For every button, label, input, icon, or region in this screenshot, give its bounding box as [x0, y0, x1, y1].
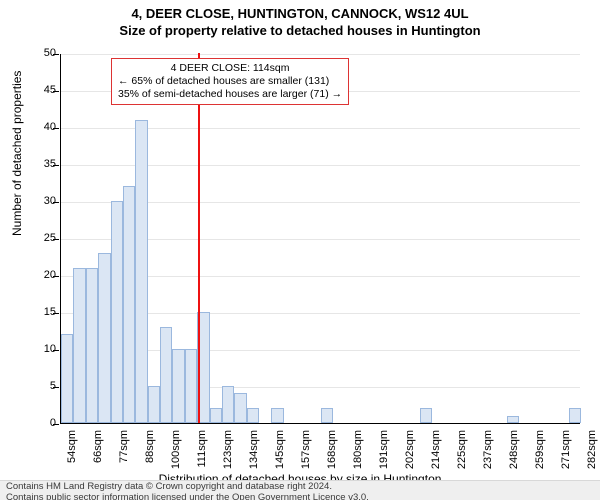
marker-line	[198, 53, 200, 423]
histogram-bar	[234, 393, 246, 423]
x-tick-label: 157sqm	[300, 430, 312, 470]
x-tick-label: 134sqm	[248, 430, 260, 470]
y-tick-label: 10	[36, 343, 56, 355]
y-tick-label: 45	[36, 84, 56, 96]
chart-root: 4, DEER CLOSE, HUNTINGTON, CANNOCK, WS12…	[0, 6, 600, 500]
x-tick-label: 180sqm	[352, 430, 364, 470]
y-tick-label: 25	[36, 232, 56, 244]
histogram-bar	[222, 386, 234, 423]
histogram-bar	[160, 327, 172, 423]
chart-subtitle: Size of property relative to detached ho…	[0, 23, 600, 38]
x-tick-label: 145sqm	[274, 430, 286, 470]
footer: Contains HM Land Registry data © Crown c…	[0, 480, 600, 500]
footer-line-2: Contains public sector information licen…	[6, 493, 594, 500]
x-tick-label: 248sqm	[508, 430, 520, 470]
histogram-bar	[569, 408, 581, 423]
x-tick-label: 168sqm	[326, 430, 338, 470]
histogram-bar	[98, 253, 110, 423]
x-tick-label: 282sqm	[586, 430, 598, 470]
x-tick-label: 237sqm	[482, 430, 494, 470]
x-tick-label: 123sqm	[222, 430, 234, 470]
y-tick-label: 0	[36, 417, 56, 429]
histogram-bar	[135, 120, 147, 423]
x-tick-label: 259sqm	[534, 430, 546, 470]
y-tick-label: 5	[36, 380, 56, 392]
histogram-bar	[86, 268, 98, 423]
annotation-box: 4 DEER CLOSE: 114sqm ← 65% of detached h…	[111, 58, 349, 105]
annotation-line-2: ← 65% of detached houses are smaller (13…	[118, 75, 342, 88]
y-tick-label: 30	[36, 195, 56, 207]
histogram-bar	[185, 349, 197, 423]
plot-area: 4 DEER CLOSE: 114sqm ← 65% of detached h…	[60, 54, 580, 424]
histogram-bar	[321, 408, 333, 423]
chart-title: 4, DEER CLOSE, HUNTINGTON, CANNOCK, WS12…	[0, 6, 600, 21]
x-tick-label: 77sqm	[118, 430, 130, 470]
y-tick-label: 40	[36, 121, 56, 133]
histogram-bar	[73, 268, 85, 423]
x-tick-label: 100sqm	[170, 430, 182, 470]
histogram-bar	[123, 186, 135, 423]
x-tick-label: 271sqm	[560, 430, 572, 470]
y-tick-label: 20	[36, 269, 56, 281]
histogram-bar	[247, 408, 259, 423]
histogram-bar	[172, 349, 184, 423]
histogram-bar	[148, 386, 160, 423]
x-tick-label: 202sqm	[404, 430, 416, 470]
histogram-bar	[111, 201, 123, 423]
x-tick-label: 191sqm	[378, 430, 390, 470]
annotation-line-1: 4 DEER CLOSE: 114sqm	[118, 62, 342, 75]
x-tick-label: 88sqm	[144, 430, 156, 470]
y-tick-label: 15	[36, 306, 56, 318]
y-axis-label: Number of detached properties	[10, 71, 24, 236]
y-tick-label: 35	[36, 158, 56, 170]
histogram-bar	[61, 334, 73, 423]
x-tick-label: 214sqm	[430, 430, 442, 470]
histogram-bar	[507, 416, 519, 423]
x-tick-label: 54sqm	[66, 430, 78, 470]
gridline	[61, 54, 580, 55]
histogram-bar	[210, 408, 222, 423]
y-tick-label: 50	[36, 47, 56, 59]
x-tick-label: 66sqm	[92, 430, 104, 470]
histogram-bar	[420, 408, 432, 423]
x-tick-label: 111sqm	[196, 430, 208, 470]
annotation-line-3: 35% of semi-detached houses are larger (…	[118, 88, 342, 101]
histogram-bar	[271, 408, 283, 423]
x-tick-label: 225sqm	[456, 430, 468, 470]
